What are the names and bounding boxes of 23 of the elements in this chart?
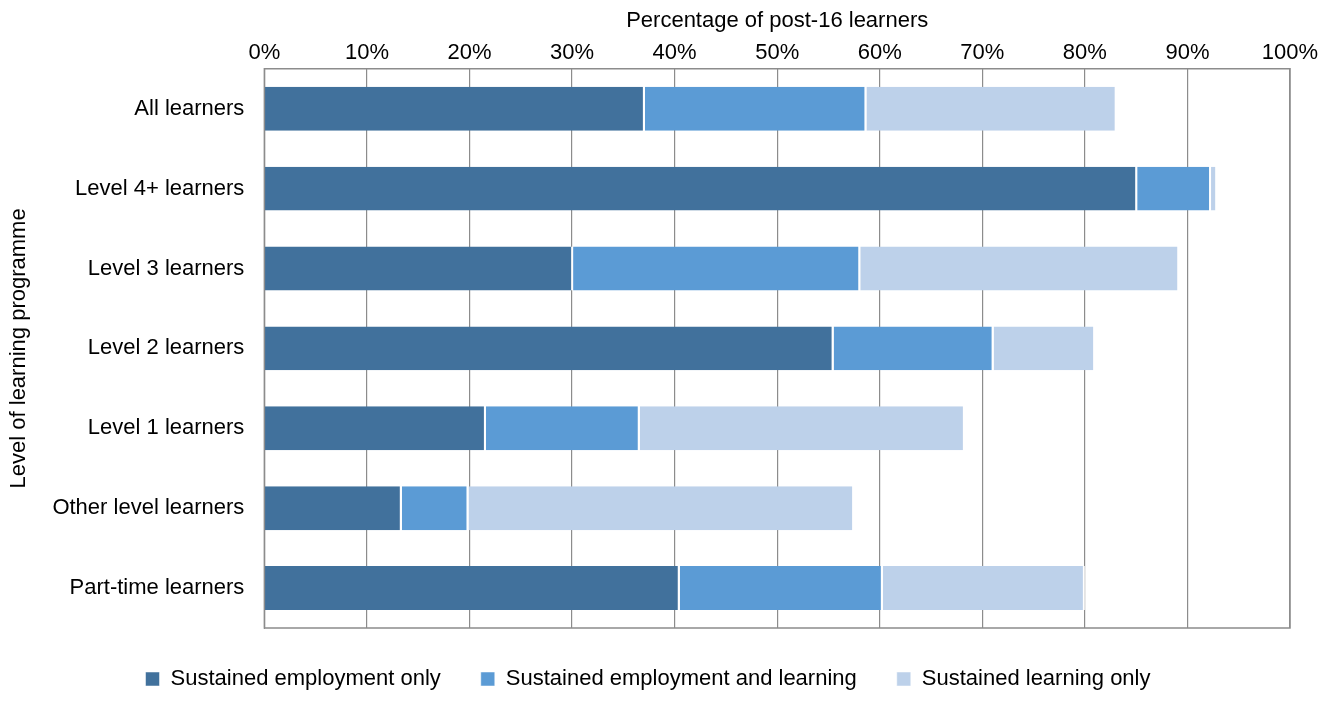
x-axis-title: Percentage of post-16 learners (626, 7, 929, 33)
y-tick-label: Level 1 learners (87, 414, 245, 440)
x-tick-label: 100% (1261, 38, 1319, 64)
y-axis-title: Level of learning programme (5, 208, 31, 489)
y-tick-label: Other level learners (52, 494, 245, 520)
x-tick-label: 70% (960, 38, 1005, 64)
y-tick-label: Part-time learners (69, 574, 245, 600)
y-tick-label: Level 3 learners (87, 254, 245, 280)
y-tick-label: Level 4+ learners (74, 174, 245, 200)
x-tick-label: 60% (857, 38, 902, 64)
legend-label: Sustained learning only (921, 665, 1151, 691)
x-tick-label: 50% (755, 38, 800, 64)
y-tick-label: All learners (134, 94, 245, 120)
x-tick-label: 0% (248, 38, 281, 64)
x-tick-label: 80% (1062, 38, 1107, 64)
y-tick-label: Level 2 learners (87, 334, 245, 360)
legend-label: Sustained employment and learning (505, 665, 857, 691)
x-tick-label: 10% (344, 38, 389, 64)
x-tick-label: 40% (652, 38, 697, 64)
x-tick-label: 30% (550, 38, 595, 64)
x-tick-label: 20% (447, 38, 492, 64)
x-tick-label: 90% (1165, 38, 1210, 64)
legend-label: Sustained employment only (170, 665, 441, 691)
